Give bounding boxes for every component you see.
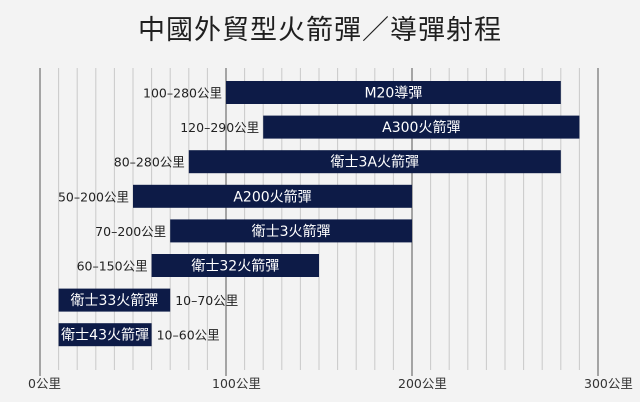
bar-name-label: A200火箭彈	[233, 188, 311, 205]
bar-name-label: 衛士3火箭彈	[252, 223, 331, 240]
x-tick-label: 300公里	[584, 376, 633, 391]
range-value-label: 120–290公里	[180, 120, 259, 135]
bar-name-label: 衛士32火箭彈	[191, 258, 279, 275]
range-value-label: 10–60公里	[157, 328, 220, 343]
x-tick-label: 100公里	[212, 376, 261, 391]
range-bar	[58, 288, 171, 312]
range-bar	[151, 254, 319, 277]
bar-name-label: 衛士33火箭彈	[70, 292, 158, 309]
x-tick-label: 0公里	[28, 376, 61, 391]
range-value-label: 100–280公里	[143, 86, 222, 101]
range-bar	[188, 150, 561, 174]
range-bar	[170, 219, 412, 243]
range-value-label: 10–70公里	[175, 293, 238, 308]
range-bar	[58, 323, 152, 347]
range-bar	[226, 81, 561, 104]
range-value-label: 60–150公里	[77, 259, 148, 274]
range-bar	[133, 184, 412, 208]
bar-name-label: 衛士3A火箭彈	[331, 154, 419, 171]
chart-title: 中國外貿型火箭彈／導彈射程	[138, 15, 502, 46]
range-bar	[263, 115, 580, 139]
x-tick-label: 200公里	[398, 376, 447, 391]
bar-name-label: A300火箭彈	[382, 119, 460, 136]
range-value-label: 50–200公里	[58, 189, 129, 204]
range-value-label: 70–200公里	[95, 224, 166, 239]
range-value-label: 80–280公里	[114, 155, 185, 170]
bar-name-label: M20導彈	[364, 86, 422, 102]
bar-name-label: 衛士43火箭彈	[61, 327, 149, 344]
